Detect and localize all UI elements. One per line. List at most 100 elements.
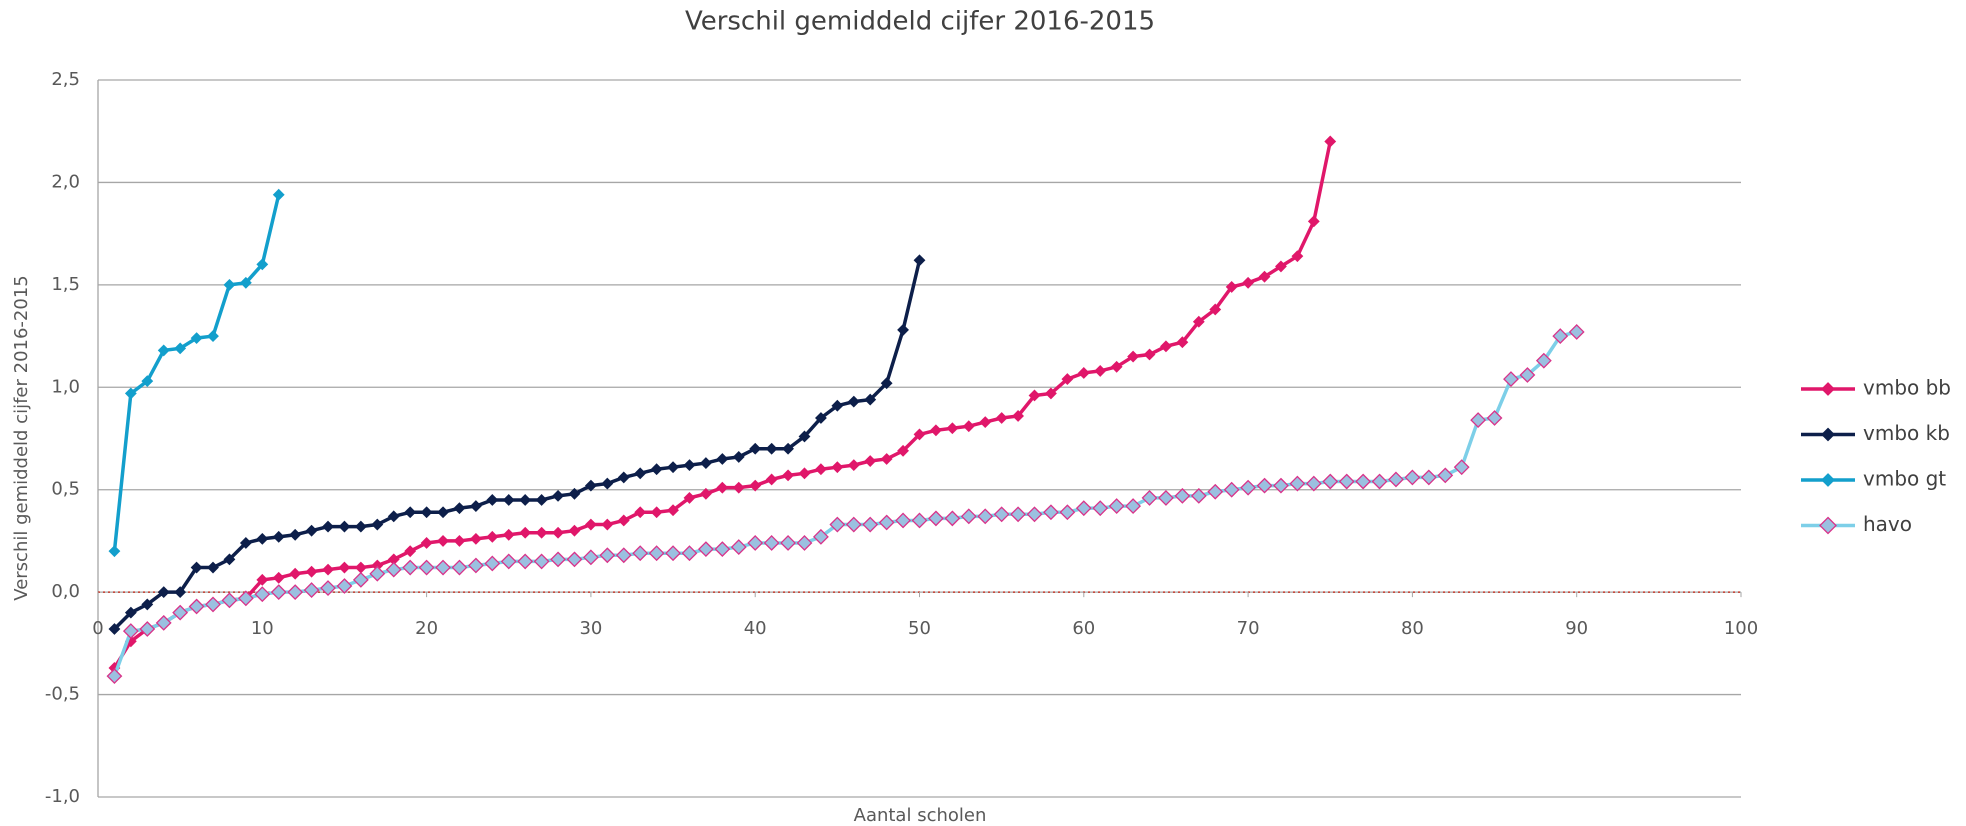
point-marker bbox=[207, 561, 219, 574]
point-marker bbox=[303, 582, 320, 599]
point-marker bbox=[1092, 500, 1109, 517]
point-marker bbox=[730, 539, 747, 555]
series-line bbox=[112, 330, 1578, 677]
point-marker bbox=[632, 545, 649, 562]
point-marker bbox=[322, 520, 334, 533]
point-marker bbox=[256, 573, 269, 586]
point-marker bbox=[272, 571, 285, 584]
point-marker bbox=[289, 528, 302, 541]
point-marker bbox=[650, 463, 663, 476]
x-tick-label: 80 bbox=[1401, 618, 1424, 639]
legend-label: vmbo bb bbox=[1863, 376, 1951, 400]
x-tick-label: 90 bbox=[1565, 618, 1588, 639]
point-marker bbox=[1059, 504, 1076, 521]
point-marker bbox=[486, 530, 499, 543]
point-marker bbox=[484, 555, 501, 572]
point-marker bbox=[1141, 489, 1158, 506]
point-marker bbox=[895, 512, 911, 529]
point-marker bbox=[1143, 348, 1156, 361]
point-marker bbox=[1127, 350, 1140, 363]
point-marker bbox=[336, 578, 353, 594]
point-marker bbox=[272, 188, 285, 201]
point-marker bbox=[535, 526, 548, 539]
point-marker bbox=[599, 547, 616, 564]
point-marker bbox=[749, 442, 762, 455]
point-marker bbox=[157, 586, 170, 599]
point-marker bbox=[338, 561, 351, 574]
point-marker bbox=[172, 604, 189, 621]
point-marker bbox=[550, 551, 566, 568]
point-marker bbox=[256, 258, 269, 271]
point-marker bbox=[237, 590, 254, 607]
point-marker bbox=[1420, 469, 1437, 486]
legend-label: vmbo kb bbox=[1863, 421, 1950, 445]
point-marker bbox=[584, 479, 597, 492]
point-marker bbox=[467, 557, 484, 574]
point-marker bbox=[453, 502, 466, 515]
point-marker bbox=[928, 510, 944, 527]
point-marker bbox=[305, 565, 318, 578]
point-marker bbox=[418, 559, 435, 576]
legend-label: havo bbox=[1863, 512, 1912, 536]
x-tick-label: 20 bbox=[415, 618, 438, 639]
point-marker bbox=[305, 524, 318, 537]
point-marker bbox=[369, 565, 386, 582]
point-marker bbox=[188, 598, 205, 615]
point-marker bbox=[648, 545, 665, 562]
point-marker bbox=[993, 506, 1010, 523]
point-marker bbox=[897, 324, 909, 336]
point-marker bbox=[287, 584, 304, 601]
point-marker bbox=[256, 532, 269, 545]
point-marker bbox=[1291, 250, 1304, 263]
point-marker bbox=[1568, 324, 1585, 340]
point-marker bbox=[815, 463, 827, 476]
point-marker bbox=[960, 508, 977, 525]
point-marker bbox=[272, 530, 285, 543]
x-tick-label: 0 bbox=[92, 618, 103, 639]
point-marker bbox=[880, 377, 893, 390]
point-marker bbox=[352, 571, 369, 588]
x-tick-label: 60 bbox=[1072, 618, 1095, 639]
point-marker bbox=[847, 459, 860, 472]
point-marker bbox=[634, 467, 647, 480]
point-marker bbox=[845, 516, 862, 533]
legend-marker bbox=[1821, 473, 1835, 487]
point-marker bbox=[122, 623, 139, 639]
point-marker bbox=[566, 551, 583, 568]
legend-label: vmbo gt bbox=[1863, 467, 1946, 491]
point-marker bbox=[371, 518, 384, 531]
point-marker bbox=[437, 506, 449, 519]
point-marker bbox=[1125, 498, 1142, 515]
point-marker bbox=[913, 254, 926, 267]
point-marker bbox=[765, 473, 778, 486]
point-marker bbox=[683, 491, 696, 504]
point-marker bbox=[601, 518, 614, 531]
point-marker bbox=[1355, 473, 1372, 490]
point-marker bbox=[897, 444, 909, 457]
point-marker bbox=[780, 535, 796, 551]
point-marker bbox=[798, 467, 811, 480]
point-marker bbox=[124, 606, 137, 619]
point-marker bbox=[270, 584, 287, 601]
point-marker bbox=[584, 518, 597, 531]
point-marker bbox=[402, 559, 419, 576]
point-marker bbox=[1225, 280, 1238, 293]
point-marker bbox=[699, 487, 712, 500]
point-marker bbox=[451, 559, 468, 576]
point-marker bbox=[796, 535, 813, 551]
point-marker bbox=[404, 545, 417, 558]
point-marker bbox=[568, 487, 581, 500]
point-marker bbox=[535, 494, 548, 506]
point-marker bbox=[207, 330, 219, 342]
point-marker bbox=[1045, 387, 1057, 400]
point-marker bbox=[1519, 367, 1536, 383]
point-marker bbox=[469, 500, 482, 513]
point-marker bbox=[1108, 498, 1125, 515]
point-marker bbox=[1289, 475, 1306, 492]
point-marker bbox=[500, 553, 517, 570]
point-marker bbox=[1209, 303, 1222, 316]
point-marker bbox=[813, 528, 829, 545]
point-marker bbox=[880, 453, 893, 465]
point-marker bbox=[1242, 276, 1255, 289]
